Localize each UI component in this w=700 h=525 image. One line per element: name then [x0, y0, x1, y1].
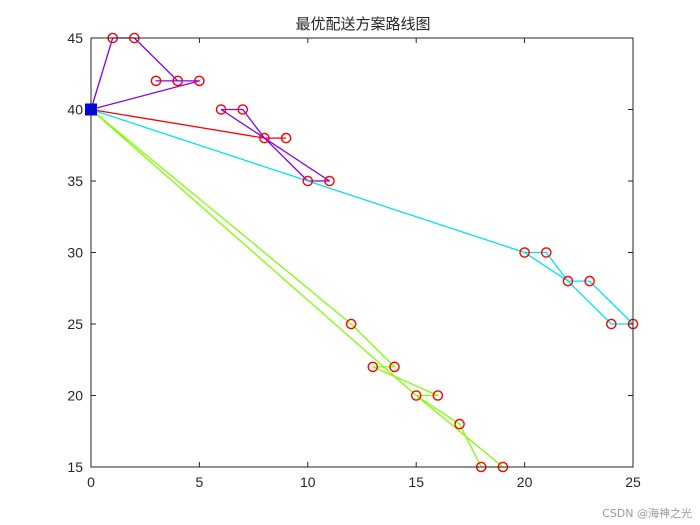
x-tick-label: 15	[408, 474, 424, 490]
customer-marker	[280, 132, 292, 144]
x-tick-label: 10	[300, 474, 316, 490]
customer-marker	[150, 75, 162, 87]
y-tick-label: 40	[67, 102, 83, 118]
y-tick-label: 15	[67, 459, 83, 475]
customer-marker	[584, 275, 595, 287]
x-tick-label: 0	[87, 474, 95, 490]
watermark: CSDN @海神之光	[602, 507, 692, 520]
customer-marker	[367, 361, 379, 373]
x-tick-label: 20	[517, 474, 533, 490]
y-tick-labels: 15 20 25 30 35 40 45	[67, 30, 83, 475]
plot-area	[91, 38, 633, 467]
customer-markers	[107, 32, 639, 473]
route-line-3	[220, 108, 331, 182]
chart-title: 最优配送方案路线图	[295, 15, 430, 33]
customer-marker	[237, 104, 249, 115]
y-tick-label: 25	[67, 316, 83, 332]
route-line-5	[90, 108, 504, 468]
customer-marker	[389, 361, 400, 373]
customer-marker	[410, 390, 422, 401]
customer-marker	[540, 247, 552, 258]
x-tick-labels: 0 5 10 15 20 25	[87, 474, 641, 490]
customer-marker	[345, 318, 357, 330]
customer-marker	[302, 175, 314, 187]
customer-marker	[454, 418, 465, 430]
y-tick-label: 20	[67, 388, 83, 404]
customer-marker	[606, 318, 617, 330]
customer-marker	[215, 104, 227, 115]
y-tick-label: 45	[67, 30, 83, 46]
customer-marker	[324, 175, 335, 187]
customer-marker	[432, 390, 444, 401]
x-tick-label: 25	[625, 474, 641, 490]
customer-marker	[194, 75, 205, 87]
route-line-4	[90, 108, 634, 325]
axis-ticks	[90, 37, 634, 468]
y-tick-label: 30	[67, 245, 83, 261]
customer-marker	[562, 275, 574, 287]
y-tick-label: 35	[67, 173, 83, 189]
customer-marker	[259, 132, 270, 144]
customer-marker	[172, 75, 184, 87]
x-tick-label: 5	[196, 474, 204, 490]
customer-marker	[519, 247, 530, 258]
